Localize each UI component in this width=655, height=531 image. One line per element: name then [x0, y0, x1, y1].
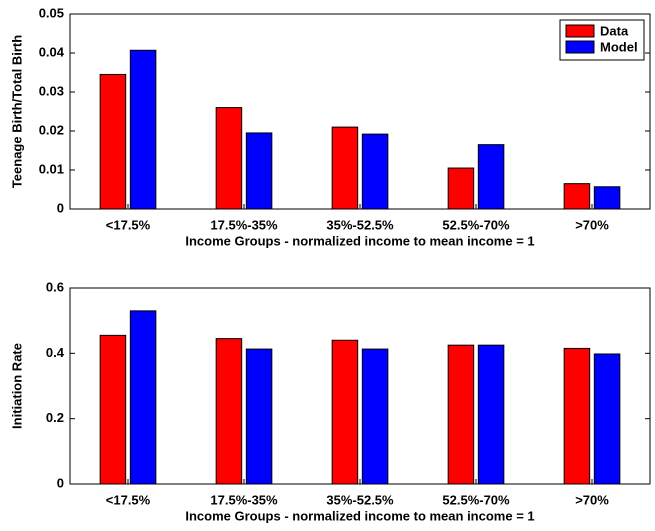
x-axis-label: Income Groups - normalized income to mea…: [185, 508, 534, 523]
bar: [129, 310, 157, 485]
y-tick-label: 0.6: [46, 279, 64, 294]
axes-box: [69, 13, 651, 210]
axes-box: [69, 287, 651, 485]
bar: [215, 107, 243, 210]
y-axis-label: Teenage Birth/Total Birth: [9, 35, 24, 188]
bar: [99, 334, 127, 485]
legend-box: [559, 19, 645, 61]
y-tick-label: 0.05: [39, 5, 64, 20]
x-tick-label: >70%: [575, 217, 609, 232]
bar: [331, 339, 359, 485]
x-tick-label: >70%: [575, 492, 609, 507]
legend-label: Model: [600, 39, 638, 54]
y-tick-label: 0.02: [39, 122, 64, 137]
x-tick-label: 35%-52.5%: [326, 492, 394, 507]
bar: [593, 186, 621, 210]
x-tick-label: 17.5%-35%: [210, 492, 278, 507]
y-tick-label: 0.04: [39, 44, 65, 59]
bar: [593, 353, 621, 485]
bar: [477, 344, 505, 485]
bar: [331, 126, 359, 210]
bar: [129, 49, 157, 210]
bar: [447, 167, 475, 210]
x-tick-label: <17.5%: [106, 217, 151, 232]
bar: [477, 144, 505, 210]
bar: [245, 132, 273, 210]
bar: [361, 348, 389, 485]
bar: [245, 348, 273, 485]
bar: [563, 183, 591, 210]
x-tick-label: <17.5%: [106, 492, 151, 507]
y-axis-label: Initiation Rate: [9, 343, 24, 429]
bar: [215, 338, 243, 485]
y-tick-label: 0.4: [46, 345, 65, 360]
legend-swatch: [565, 40, 595, 54]
bar: [447, 344, 475, 485]
bar: [99, 73, 127, 210]
y-tick-label: 0: [57, 200, 64, 215]
y-tick-label: 0.01: [39, 161, 64, 176]
x-axis-label: Income Groups - normalized income to mea…: [185, 233, 534, 248]
y-tick-label: 0.03: [39, 83, 64, 98]
x-tick-label: 52.5%-70%: [442, 492, 510, 507]
x-tick-label: 17.5%-35%: [210, 217, 278, 232]
legend-label: Data: [600, 23, 629, 38]
x-tick-label: 35%-52.5%: [326, 217, 394, 232]
legend-swatch: [565, 24, 595, 38]
bar: [361, 133, 389, 210]
y-tick-label: 0.2: [46, 410, 64, 425]
y-tick-label: 0: [57, 475, 64, 490]
bar: [563, 347, 591, 485]
x-tick-label: 52.5%-70%: [442, 217, 510, 232]
